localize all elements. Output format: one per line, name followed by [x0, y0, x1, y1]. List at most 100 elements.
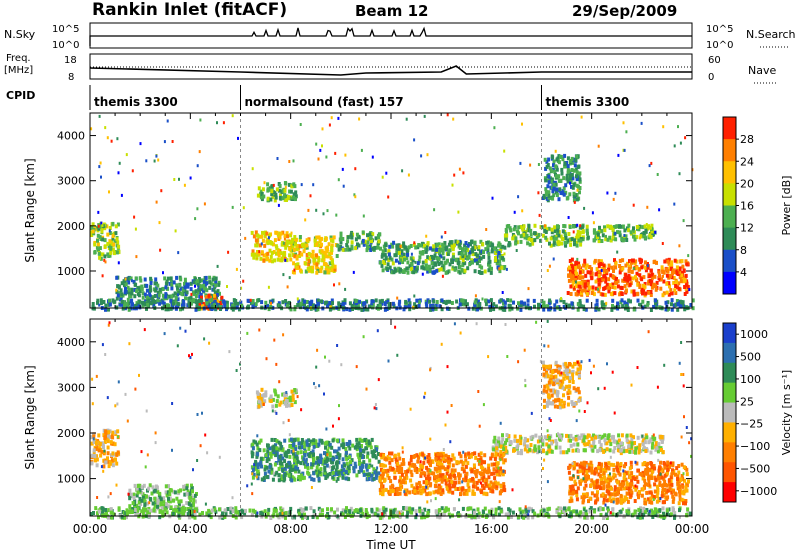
data-cell [572, 275, 576, 280]
noise-cell [99, 161, 102, 165]
data-cell [303, 299, 307, 304]
data-cell [503, 245, 507, 250]
data-cell [260, 192, 264, 196]
data-cell [405, 248, 409, 252]
data-cell [440, 307, 444, 312]
data-cell [438, 245, 442, 250]
data-cell [389, 489, 393, 494]
data-cell [291, 195, 295, 200]
data-cell [443, 477, 447, 482]
data-cell [291, 237, 294, 242]
data-cell [489, 307, 492, 312]
data-cell [396, 492, 400, 496]
data-cell [401, 458, 405, 462]
noise-cell [242, 206, 245, 210]
data-cell [316, 456, 320, 461]
colorbar-tick-label: 8 [740, 244, 747, 257]
data-cell [150, 491, 154, 496]
data-cell [189, 495, 193, 500]
data-cell [445, 471, 449, 476]
data-cell [288, 463, 292, 468]
data-cell [627, 269, 631, 273]
data-cell [356, 303, 360, 308]
noise-cell [658, 208, 661, 212]
data-cell [272, 444, 276, 449]
data-cell [305, 245, 309, 250]
data-cell [428, 269, 432, 274]
data-cell [457, 251, 461, 256]
data-cell [296, 450, 300, 455]
data-cell [451, 266, 455, 271]
data-cell [476, 253, 479, 258]
data-cell [400, 466, 404, 471]
data-cell [473, 240, 477, 245]
data-cell [156, 498, 160, 503]
data-cell [377, 459, 381, 464]
data-cell [155, 486, 159, 491]
noise-cell [426, 153, 429, 157]
data-cell [317, 459, 321, 464]
data-cell [256, 251, 260, 256]
data-cell [407, 461, 411, 466]
data-cell [357, 454, 361, 459]
data-cell [453, 476, 457, 480]
data-cell [499, 298, 503, 303]
data-cell [290, 242, 294, 247]
data-cell [167, 294, 171, 299]
data-cell [341, 445, 345, 450]
data-cell [596, 235, 599, 239]
data-cell [643, 284, 647, 289]
data-cell [288, 246, 292, 251]
data-cell [197, 299, 201, 303]
data-cell [650, 272, 654, 277]
data-cell [185, 282, 189, 287]
data-cell [145, 494, 148, 499]
data-cell [107, 302, 111, 307]
noise-cell [462, 171, 465, 175]
data-cell [381, 268, 385, 273]
data-cell [406, 260, 410, 265]
data-cell [529, 228, 533, 233]
data-cell [269, 305, 273, 309]
data-cell [107, 254, 111, 258]
data-cell [676, 307, 680, 312]
data-cell [341, 475, 345, 480]
data-cell [552, 159, 556, 164]
data-cell [363, 239, 367, 244]
data-cell [659, 286, 663, 291]
data-cell [380, 484, 383, 489]
data-cell [99, 447, 103, 452]
noise-cell [381, 175, 384, 179]
data-cell [474, 252, 478, 257]
data-cell [156, 501, 160, 506]
data-cell [602, 500, 606, 505]
data-cell [497, 443, 501, 448]
data-cell [128, 287, 131, 292]
data-cell [137, 500, 141, 505]
data-cell [211, 282, 215, 287]
data-cell [358, 299, 362, 304]
data-cell [294, 190, 298, 195]
noise-cell [307, 208, 310, 212]
data-cell [289, 189, 293, 194]
colorbar-label: Power [dB] [780, 176, 793, 236]
noise-cell [160, 189, 163, 193]
data-cell [477, 461, 481, 466]
data-cell [489, 298, 493, 303]
data-cell [527, 236, 531, 241]
noise-cell [446, 113, 449, 117]
data-cell [256, 446, 260, 451]
data-cell [590, 463, 594, 468]
data-cell [279, 458, 283, 463]
data-cell [490, 471, 494, 476]
data-cell [541, 439, 545, 443]
data-cell [655, 260, 658, 265]
data-cell [434, 467, 438, 472]
data-cell [290, 449, 294, 454]
data-cell [487, 260, 491, 265]
data-cell [547, 180, 551, 185]
data-cell [503, 458, 507, 463]
data-cell [557, 178, 561, 183]
data-cell [500, 265, 504, 270]
data-cell [458, 239, 462, 244]
